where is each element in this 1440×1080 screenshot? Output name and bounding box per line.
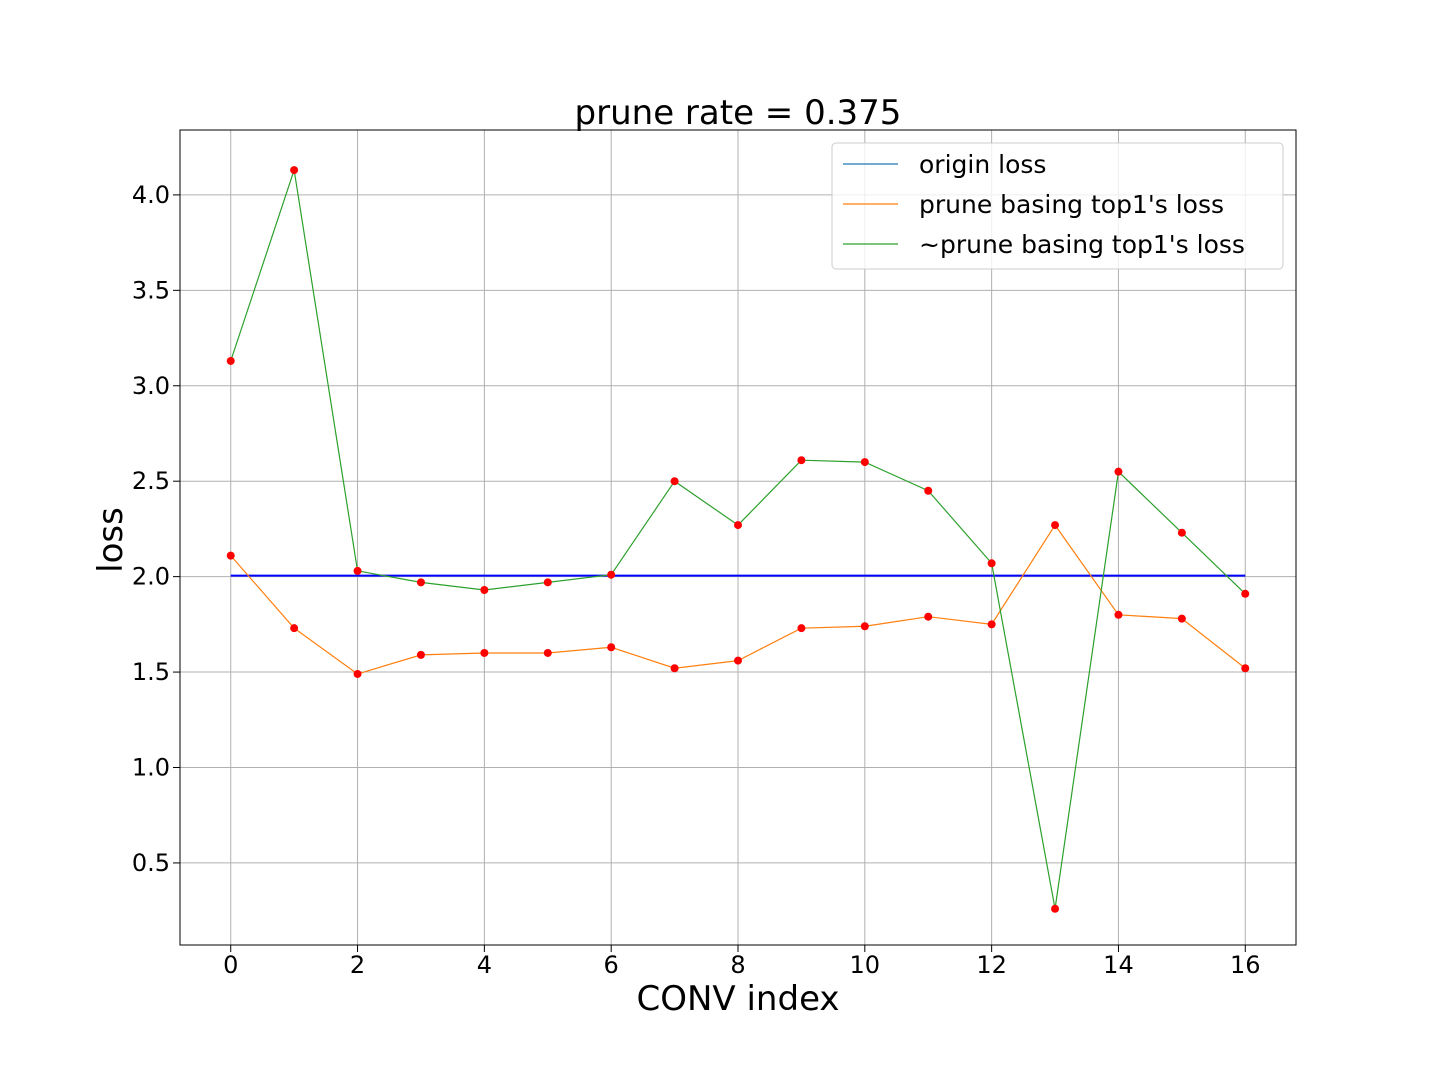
legend: origin loss prune basing top1's loss ~prun…: [831, 142, 1284, 270]
data-point: [480, 648, 489, 657]
data-point: [1241, 589, 1250, 598]
data-point: [670, 477, 679, 486]
y-tick-label: 2.5: [132, 467, 170, 495]
data-point: [353, 669, 362, 678]
x-tick-label: 6: [604, 951, 619, 979]
y-tick-label: 2.0: [132, 563, 170, 591]
data-point: [1051, 904, 1060, 913]
data-point: [290, 624, 299, 633]
x-tick-label: 10: [850, 951, 881, 979]
data-point: [1114, 467, 1123, 476]
data-point: [860, 458, 869, 467]
data-point: [543, 648, 552, 657]
data-point: [480, 585, 489, 594]
x-tick-label: 2: [350, 951, 365, 979]
data-point: [987, 620, 996, 629]
x-tick-label: 16: [1230, 951, 1261, 979]
y-tick-label: 3.5: [132, 276, 170, 304]
legend-label: ~prune basing top1's loss: [919, 230, 1245, 259]
data-point: [416, 650, 425, 659]
x-tick-label: 8: [730, 951, 745, 979]
data-point: [987, 559, 996, 568]
data-point: [734, 521, 742, 530]
data-point: [607, 570, 616, 579]
y-tick-label: 1.0: [132, 753, 170, 781]
data-point: [734, 656, 742, 665]
y-tick-label: 0.5: [132, 849, 170, 877]
x-axis-title: CONV index: [636, 979, 839, 1019]
data-point: [353, 566, 362, 575]
y-tick-label: 3.0: [132, 372, 170, 400]
legend-label: origin loss: [919, 150, 1046, 179]
data-point: [543, 578, 552, 587]
data-point: [607, 643, 616, 652]
data-point: [1114, 610, 1123, 619]
x-tick-label: 12: [976, 951, 1007, 979]
x-axis-ticks: 0 2 4 6 8 10 12 14 16: [223, 945, 1261, 979]
y-axis-ticks: 0.5 1.0 1.5 2.0 2.5 3.0 3.5 4.0: [132, 181, 180, 877]
data-point: [924, 486, 933, 495]
data-point: [290, 166, 299, 175]
data-point: [226, 356, 235, 365]
data-point: [1241, 664, 1250, 673]
data-point: [924, 612, 933, 621]
data-point: [1177, 528, 1186, 537]
data-point: [1177, 614, 1186, 623]
data-markers: [226, 166, 1250, 913]
legend-label: prune basing top1's loss: [919, 190, 1224, 219]
data-point: [797, 624, 806, 633]
data-point: [670, 664, 679, 673]
chart-title: prune rate = 0.375: [575, 93, 902, 133]
x-tick-label: 0: [223, 951, 238, 979]
data-point: [226, 551, 235, 560]
y-tick-label: 1.5: [132, 658, 170, 686]
data-point: [1051, 521, 1060, 530]
legend-box: [831, 142, 1284, 270]
x-tick-label: 14: [1103, 951, 1134, 979]
data-point: [416, 578, 425, 587]
y-axis-title: loss: [91, 507, 131, 573]
data-point: [860, 622, 869, 631]
y-tick-label: 4.0: [132, 181, 170, 209]
data-point: [797, 456, 806, 465]
x-tick-label: 4: [477, 951, 492, 979]
